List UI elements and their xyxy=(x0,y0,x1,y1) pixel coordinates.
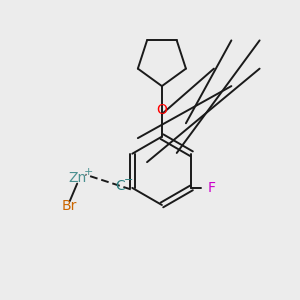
Text: −: − xyxy=(123,175,133,185)
Text: +: + xyxy=(84,167,93,177)
Text: C: C xyxy=(115,179,125,194)
Text: Zn: Zn xyxy=(68,171,86,185)
Text: F: F xyxy=(207,181,215,195)
Text: O: O xyxy=(157,103,167,117)
Text: Br: Br xyxy=(62,200,77,214)
